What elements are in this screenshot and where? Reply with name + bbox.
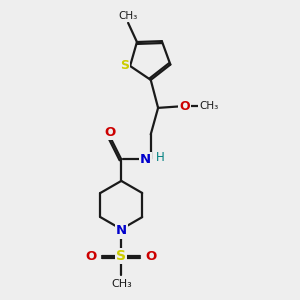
Text: H: H bbox=[156, 152, 164, 164]
Text: O: O bbox=[85, 250, 97, 263]
Text: S: S bbox=[120, 59, 129, 73]
Text: S: S bbox=[116, 249, 126, 263]
Text: O: O bbox=[179, 100, 190, 113]
Text: O: O bbox=[146, 250, 157, 263]
Text: O: O bbox=[104, 126, 115, 140]
Text: CH₃: CH₃ bbox=[199, 101, 218, 111]
Text: N: N bbox=[116, 224, 127, 238]
Text: N: N bbox=[140, 153, 151, 166]
Text: CH₃: CH₃ bbox=[111, 279, 132, 289]
Text: CH₃: CH₃ bbox=[118, 11, 138, 21]
